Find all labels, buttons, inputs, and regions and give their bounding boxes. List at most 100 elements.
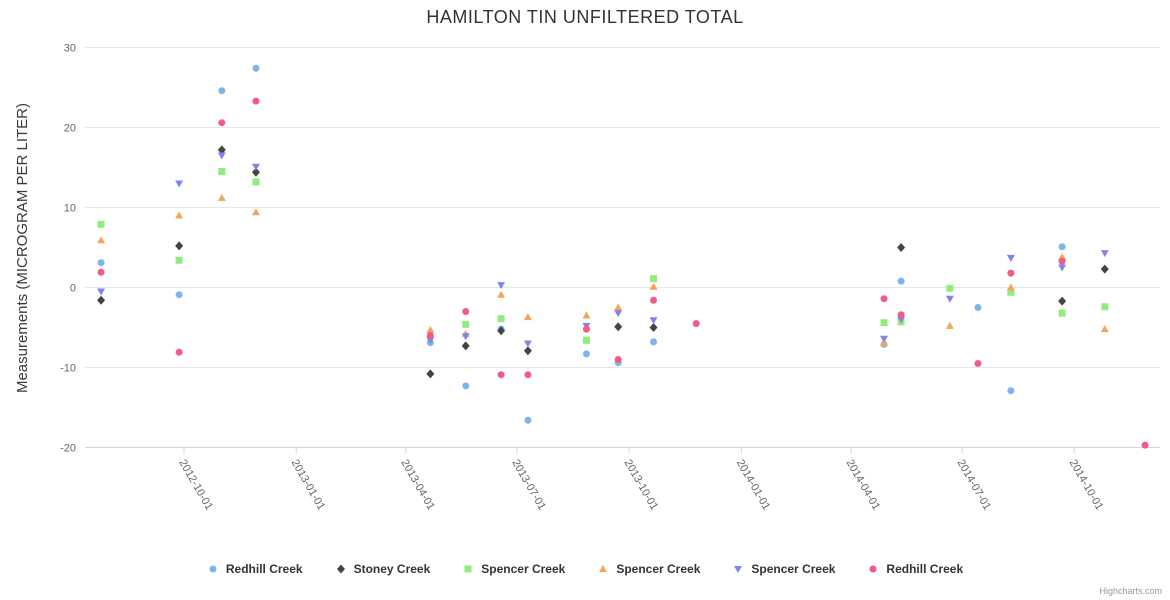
data-point[interactable]: [97, 220, 105, 228]
data-point[interactable]: [1058, 264, 1067, 272]
data-point[interactable]: [582, 311, 591, 319]
data-point[interactable]: [462, 320, 470, 328]
data-point[interactable]: [524, 416, 532, 424]
data-point[interactable]: [251, 208, 260, 216]
data-point[interactable]: [1101, 303, 1109, 311]
data-point[interactable]: [97, 259, 105, 267]
data-point[interactable]: [252, 97, 260, 105]
data-point[interactable]: [523, 340, 532, 348]
data-point[interactable]: [251, 167, 260, 177]
data-point[interactable]: [614, 322, 623, 332]
data-point[interactable]: [218, 168, 226, 175]
data-point[interactable]: [97, 295, 106, 305]
legend-item[interactable]: Stoney Creek: [335, 562, 430, 576]
data-point[interactable]: [650, 296, 658, 304]
credits-link[interactable]: Highcharts.com: [1099, 586, 1162, 596]
data-point[interactable]: [175, 291, 183, 299]
x-tick-label: 2013-01-01: [289, 458, 328, 513]
data-point[interactable]: [1058, 309, 1066, 317]
data-point[interactable]: [497, 371, 505, 379]
data-point[interactable]: [97, 236, 106, 244]
data-point[interactable]: [1100, 250, 1109, 258]
data-point[interactable]: [650, 338, 658, 346]
data-point[interactable]: [582, 350, 590, 358]
data-point[interactable]: [614, 303, 623, 311]
legend-item-label: Redhill Creek: [886, 562, 964, 576]
data-point[interactable]: [1058, 243, 1066, 251]
data-point[interactable]: [523, 313, 532, 321]
data-point[interactable]: [880, 295, 888, 303]
data-point[interactable]: [218, 119, 226, 127]
data-point[interactable]: [175, 211, 184, 219]
data-point[interactable]: [217, 152, 226, 160]
data-point[interactable]: [97, 288, 106, 296]
legend-item[interactable]: Redhill Creek: [867, 562, 963, 576]
legend-item[interactable]: Redhill Creek: [207, 562, 303, 576]
data-point[interactable]: [175, 180, 184, 188]
data-point[interactable]: [218, 87, 226, 95]
data-point[interactable]: [426, 337, 435, 345]
data-point[interactable]: [175, 348, 183, 356]
data-point[interactable]: [880, 319, 888, 327]
circle-marker-icon: [869, 565, 877, 573]
data-point[interactable]: [1007, 288, 1015, 296]
data-point[interactable]: [897, 316, 906, 324]
data-point[interactable]: [217, 145, 226, 155]
data-point[interactable]: [217, 193, 226, 201]
data-point[interactable]: [497, 282, 506, 290]
data-point[interactable]: [1006, 283, 1015, 291]
data-point[interactable]: [523, 346, 532, 356]
data-point[interactable]: [497, 315, 505, 323]
data-point[interactable]: [1006, 254, 1015, 262]
data-point[interactable]: [524, 371, 532, 379]
data-point[interactable]: [945, 321, 954, 329]
data-point[interactable]: [614, 310, 623, 318]
data-point[interactable]: [97, 268, 105, 276]
square-marker-icon: [464, 565, 472, 573]
data-point[interactable]: [614, 356, 622, 363]
data-point[interactable]: [497, 290, 506, 298]
data-point[interactable]: [897, 277, 905, 285]
data-point[interactable]: [649, 282, 658, 290]
legend-item[interactable]: Spencer Creek: [732, 562, 835, 576]
data-point[interactable]: [897, 243, 906, 252]
data-point[interactable]: [1141, 441, 1149, 449]
legend-item[interactable]: Spencer Creek: [597, 562, 700, 576]
data-point[interactable]: [1058, 257, 1066, 265]
data-point[interactable]: [175, 241, 184, 251]
data-point[interactable]: [946, 284, 954, 292]
data-point[interactable]: [945, 295, 954, 303]
data-point[interactable]: [461, 333, 470, 341]
data-point[interactable]: [251, 163, 260, 171]
data-point[interactable]: [1100, 325, 1109, 333]
data-point[interactable]: [974, 304, 982, 311]
data-point[interactable]: [462, 382, 470, 390]
circle-marker-icon: [869, 565, 877, 573]
triangle-marker-icon: [599, 565, 608, 572]
chart-title: HAMILTON TIN UNFILTERED TOTAL: [426, 7, 744, 27]
data-point[interactable]: [426, 332, 434, 339]
data-point[interactable]: [1058, 296, 1067, 306]
data-point[interactable]: [175, 256, 183, 264]
data-point[interactable]: [1007, 269, 1015, 277]
data-point[interactable]: [497, 326, 506, 336]
data-point[interactable]: [582, 336, 590, 344]
legend-item[interactable]: Spencer Creek: [462, 562, 565, 576]
data-point[interactable]: [650, 275, 658, 283]
data-point[interactable]: [426, 369, 435, 379]
data-point[interactable]: [252, 64, 260, 72]
data-point[interactable]: [252, 178, 260, 186]
data-point[interactable]: [582, 325, 590, 333]
y-tick-label: 0: [70, 283, 76, 295]
data-point[interactable]: [462, 308, 470, 315]
data-point[interactable]: [880, 335, 889, 343]
data-point[interactable]: [426, 325, 435, 333]
data-point[interactable]: [649, 323, 658, 332]
data-point[interactable]: [649, 317, 658, 325]
data-point[interactable]: [974, 360, 982, 367]
data-point[interactable]: [1007, 387, 1015, 395]
data-point[interactable]: [897, 311, 905, 319]
data-point[interactable]: [692, 320, 700, 327]
data-point[interactable]: [461, 341, 470, 351]
data-point[interactable]: [1100, 264, 1109, 274]
